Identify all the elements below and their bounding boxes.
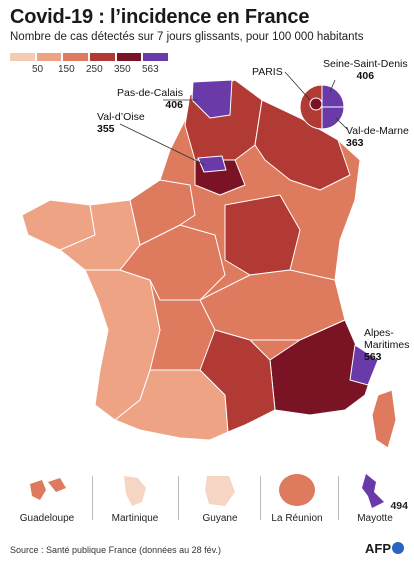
val-d-oise-name: Val-d’Oise (97, 111, 145, 123)
label-seine-saint-denis: Seine-Saint-Denis 406 (323, 58, 408, 82)
legend-tick: 50 (32, 64, 44, 75)
dept-alpes-maritimes (349, 344, 379, 386)
dept-pas-de-calais (191, 79, 233, 119)
france-map (21, 79, 397, 449)
legend-swatch (143, 53, 169, 61)
legend-swatch (36, 53, 62, 61)
divider (338, 476, 339, 520)
overseas-guadeloupe: Guadeloupe (12, 470, 82, 524)
seine-saint-denis-name: Seine-Saint-Denis (323, 58, 408, 70)
val-de-marne-value: 363 (346, 137, 364, 149)
afp-logo: AFP (365, 541, 404, 556)
brand-text: AFP (365, 541, 391, 556)
overseas-territories: Guadeloupe Martinique Guyane La Réunion … (0, 470, 414, 540)
callout-paris (284, 71, 311, 101)
overseas-martinique: Martinique (100, 470, 170, 524)
overseas-mayotte: Mayotte 494 (340, 470, 410, 524)
label-val-d-oise: Val-d’Oise 355 (97, 111, 145, 135)
callout-val-de-marne (335, 117, 349, 131)
afp-dot-icon (392, 542, 404, 554)
legend-swatch (63, 53, 89, 61)
val-d-oise-value: 355 (97, 123, 115, 135)
divider (178, 476, 179, 520)
region-occitanie-east (199, 329, 276, 433)
guyane-shape (205, 476, 235, 506)
overseas-label: Mayotte (357, 513, 393, 524)
divider (92, 476, 93, 520)
legend-tick: 250 (86, 64, 103, 75)
callout-seine-saint-denis (329, 79, 336, 93)
legend-swatch (90, 53, 115, 61)
label-val-de-marne: Val-de-Marne 363 (346, 125, 409, 149)
legend-swatch (10, 53, 35, 61)
mayotte-value: 494 (390, 500, 408, 512)
alpes-maritimes-value: 563 (364, 351, 382, 363)
seine-saint-denis-value: 406 (356, 70, 375, 82)
dept-val-de-marne (321, 106, 345, 130)
paris-inset (299, 84, 345, 130)
region-normandie (129, 179, 196, 246)
pas-de-calais-name: Pas-de-Calais (117, 87, 183, 99)
overseas-label: La Réunion (271, 513, 323, 524)
pas-de-calais-value: 406 (165, 99, 183, 111)
legend-swatch (116, 53, 142, 61)
alpes-maritimes-name-2: Maritimes (364, 339, 410, 351)
page-subtitle: Nombre de cas détectés sur 7 jours gliss… (10, 31, 364, 43)
val-de-marne-name: Val-de-Marne (346, 125, 409, 137)
guadeloupe-shape (30, 478, 66, 500)
legend-tick: 350 (114, 64, 131, 75)
color-legend: 50 150 250 350 563 (10, 53, 170, 83)
source-note: Source : Santé publique France (données … (10, 545, 221, 555)
overseas-guyane: Guyane (185, 470, 255, 524)
region-occitanie-west (114, 369, 229, 441)
martinique-shape (124, 476, 146, 506)
corsica (371, 389, 397, 449)
overseas-label: Guadeloupe (19, 513, 75, 524)
label-alpes-maritimes: Alpes- Maritimes 563 (364, 327, 410, 363)
overseas-label: Guyane (202, 513, 238, 524)
alpes-maritimes-name-1: Alpes- (364, 327, 394, 339)
divider (260, 476, 261, 520)
dept-val-d-oise (197, 155, 227, 173)
legend-tick: 563 (142, 64, 159, 75)
label-pas-de-calais: Pas-de-Calais 406 (117, 87, 183, 111)
callout-val-d-oise (119, 123, 206, 166)
la-reunion-shape (279, 474, 315, 506)
mayotte-shape (362, 474, 384, 508)
label-paris: PARIS (252, 66, 283, 78)
overseas-la-reunion: La Réunion (262, 470, 332, 524)
page-title: Covid-19 : l’incidence en France (10, 6, 310, 28)
legend-tick: 150 (58, 64, 75, 75)
overseas-label: Martinique (111, 513, 159, 524)
